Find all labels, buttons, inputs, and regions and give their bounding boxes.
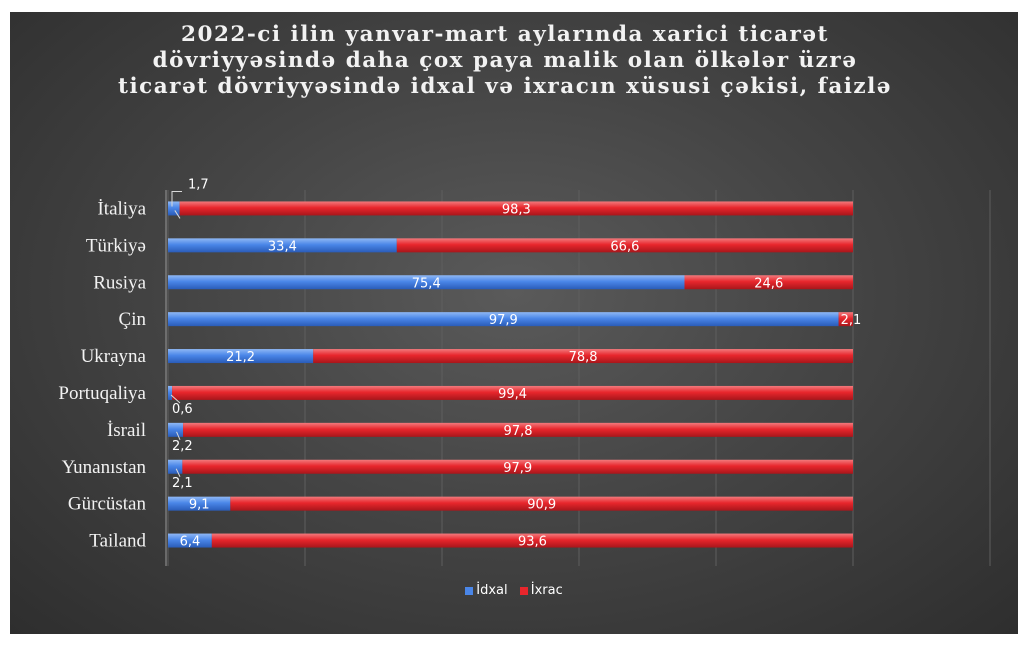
data-label-idxal: 6,4 — [180, 535, 201, 550]
data-label-ixrac: 93,6 — [518, 535, 547, 550]
leader-line-idxal — [174, 210, 181, 219]
category-label: Türkiyə — [86, 235, 146, 256]
bar-ixrac — [183, 422, 853, 437]
legend-label-ixrac: İxrac — [530, 583, 563, 598]
category-label: Rusiya — [93, 272, 146, 293]
category-label: Yunanıstan — [62, 457, 147, 478]
legend-item-ixrac: İxrac — [519, 583, 563, 598]
bar-ixrac — [313, 349, 854, 364]
labels: İtaliya 1,7 98,3 Türkiyə 33,4 66,6 Rusiya 75,4 2… — [58, 177, 861, 551]
bar-idxal — [168, 201, 180, 216]
data-label-idxal: 75,4 — [412, 276, 441, 291]
data-label-idxal: 0,6 — [172, 402, 193, 417]
category-label: Tailand — [89, 531, 146, 552]
legend-swatch-idxal — [465, 586, 474, 595]
bars — [168, 201, 854, 548]
bar-ixrac — [182, 459, 853, 474]
data-label-ixrac: 2,1 — [841, 313, 862, 328]
legend-label-idxal: İdxal — [476, 583, 508, 598]
bar-ixrac — [396, 238, 853, 253]
data-label-ixrac: 97,8 — [504, 424, 533, 439]
bar-idxal — [168, 385, 173, 400]
data-label-ixrac: 90,9 — [527, 498, 556, 513]
data-label-idxal: 97,9 — [489, 313, 518, 328]
leader-line-idxal-top — [171, 190, 182, 207]
legend-swatch-ixrac — [519, 586, 528, 595]
bar-idxal — [168, 496, 231, 511]
bar-ixrac — [838, 312, 853, 327]
bar-ixrac — [230, 496, 853, 511]
data-label-ixrac: 66,6 — [610, 239, 639, 254]
legend-item-idxal: İdxal — [465, 583, 508, 598]
data-label-idxal: 2,2 — [172, 439, 193, 454]
legend: İdxal İxrac — [0, 583, 1028, 599]
category-label: Gürcüstan — [68, 494, 147, 515]
category-label: Portuqaliya — [58, 383, 146, 404]
category-label: İsrail — [107, 420, 146, 441]
leader-line-idxal — [170, 394, 181, 404]
bar-idxal — [168, 459, 183, 474]
data-label-idxal: 33,4 — [268, 239, 297, 254]
bar-idxal — [168, 533, 212, 548]
data-label-idxal: 21,2 — [226, 350, 255, 365]
bar-ixrac — [211, 533, 854, 548]
data-label-ixrac: 97,9 — [503, 461, 532, 476]
data-label-idxal: 1,7 — [188, 177, 209, 192]
category-label: Çin — [119, 309, 147, 330]
category-label: Ukrayna — [81, 346, 147, 367]
leader-line-idxal — [176, 431, 181, 441]
bar-ixrac — [179, 201, 853, 216]
bar-idxal — [168, 312, 839, 327]
data-label-ixrac: 98,3 — [502, 202, 531, 217]
bar-ixrac — [172, 385, 854, 400]
bar-ixrac — [684, 275, 853, 290]
data-label-ixrac: 78,8 — [569, 350, 598, 365]
bar-idxal — [168, 422, 184, 437]
data-label-idxal: 9,1 — [189, 498, 210, 513]
leader-line-idxal — [175, 468, 181, 477]
data-label-ixrac: 24,6 — [754, 276, 783, 291]
bar-idxal — [168, 275, 685, 290]
chart-title: 2022-ci ilin yanvar-mart aylarında xaric… — [118, 22, 892, 99]
category-label: İtaliya — [97, 198, 146, 219]
bar-idxal — [168, 238, 397, 253]
data-label-ixrac: 99,4 — [498, 387, 527, 402]
bar-idxal — [168, 349, 314, 364]
data-label-idxal: 2,1 — [172, 476, 193, 491]
